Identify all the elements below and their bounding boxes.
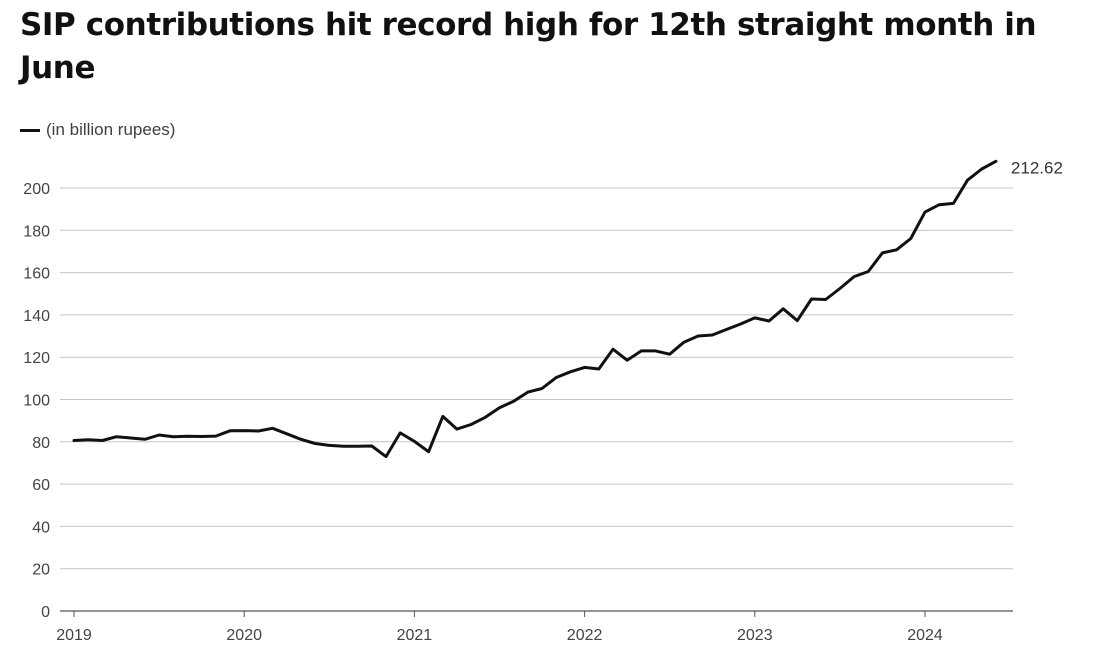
y-tick-label: 80 [32, 435, 50, 452]
y-tick-label: 40 [32, 519, 50, 536]
legend: (in billion rupees) [20, 119, 175, 141]
x-tick-label: 2021 [397, 627, 433, 644]
x-tick-label: 2022 [567, 627, 603, 644]
legend-line-swatch [20, 128, 40, 132]
y-axis-ticks: 0 20 40 60 80 100 120 140 160 180 200 [23, 181, 50, 621]
x-tick-label: 2019 [56, 627, 92, 644]
x-tick-label: 2023 [737, 627, 773, 644]
end-value-label: 212.62 [1011, 158, 1063, 177]
y-tick-label: 180 [23, 223, 50, 240]
y-tick-label: 100 [23, 393, 50, 410]
y-tick-label: 160 [23, 266, 50, 283]
chart-title: SIP contributions hit record high for 12… [20, 7, 1037, 86]
y-tick-label: 120 [23, 350, 50, 367]
x-tick-label: 2024 [907, 627, 943, 644]
y-tick-label: 200 [23, 181, 50, 198]
series-line [72, 159, 998, 459]
y-tick-label: 140 [23, 308, 50, 325]
gridlines [60, 187, 1013, 612]
x-axis-ticks: 2019 2020 2021 2022 2023 2024 [56, 611, 943, 644]
y-tick-label: 20 [32, 562, 50, 579]
x-tick-label: 2020 [226, 627, 262, 644]
legend-label: (in billion rupees) [46, 120, 176, 139]
y-tick-label: 0 [41, 604, 50, 621]
y-tick-label: 60 [32, 477, 50, 494]
